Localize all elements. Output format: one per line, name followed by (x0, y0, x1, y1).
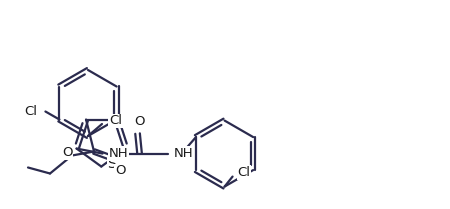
Text: Cl: Cl (24, 105, 37, 118)
Text: O: O (115, 164, 125, 177)
Text: Cl: Cl (238, 166, 251, 179)
Text: NH: NH (108, 147, 128, 160)
Text: O: O (134, 115, 145, 127)
Text: NH: NH (174, 147, 193, 160)
Text: S: S (107, 157, 116, 171)
Text: Cl: Cl (109, 115, 122, 127)
Text: O: O (62, 146, 72, 159)
